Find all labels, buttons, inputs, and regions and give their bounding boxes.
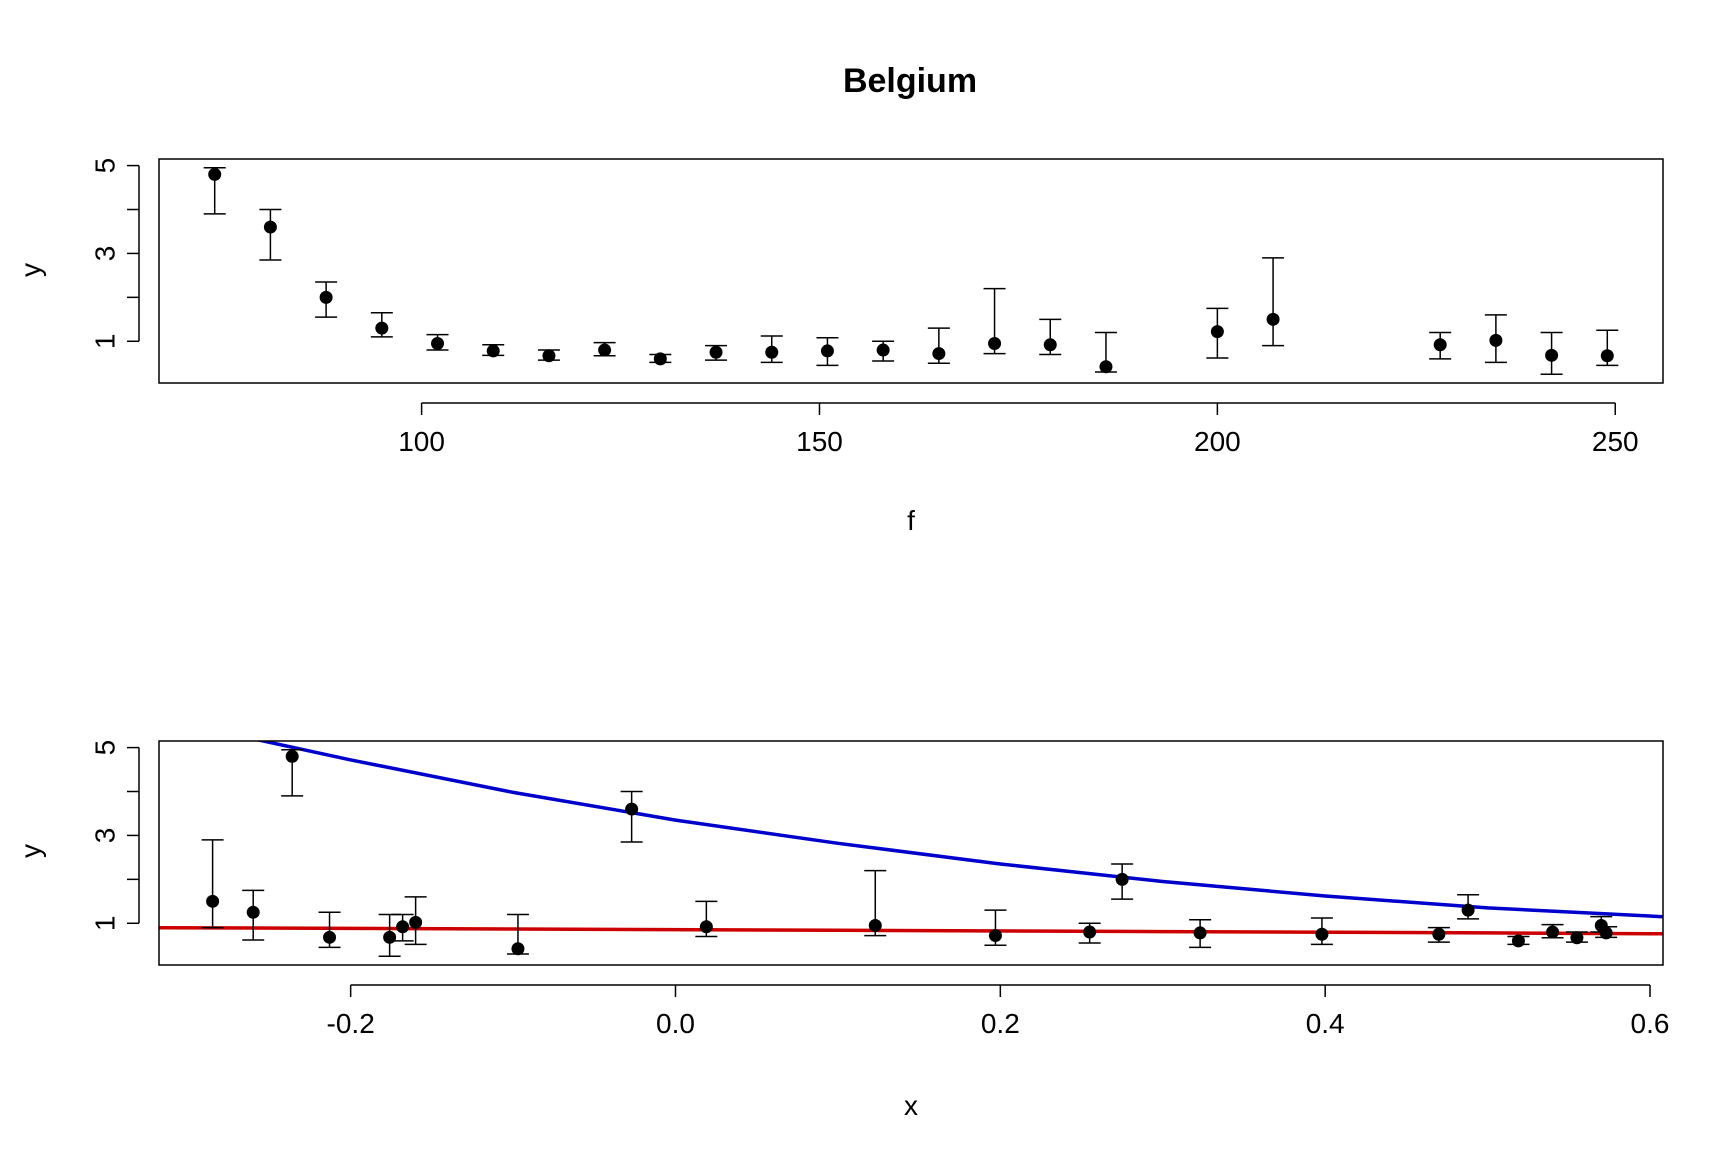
bottom-x-tick-label: -0.2 xyxy=(327,1008,375,1039)
bottom-x-tick-label: 0.4 xyxy=(1306,1008,1345,1039)
bottom-data-point xyxy=(511,942,525,956)
top-data-point xyxy=(542,349,556,363)
top-data-point xyxy=(765,345,779,359)
top-plot-box xyxy=(158,158,1664,384)
top-data-point xyxy=(486,344,500,358)
bottom-x-axis-label: x xyxy=(904,1090,918,1121)
bottom-fit-line-2 xyxy=(159,925,1663,936)
top-data-point xyxy=(709,345,723,359)
bottom-data-point xyxy=(246,905,260,919)
bottom-data-point xyxy=(1315,927,1329,941)
bottom-data-point xyxy=(383,930,397,944)
bottom-plot-box xyxy=(158,740,1664,966)
top-y-axis-label: y xyxy=(15,263,46,277)
top-data-point xyxy=(1266,312,1280,326)
top-y-tick-label: 5 xyxy=(90,158,121,174)
bottom-data-point xyxy=(988,929,1002,943)
bottom-x-tick-label: 0.0 xyxy=(656,1008,695,1039)
bottom-data-point xyxy=(868,918,882,932)
top-data-point xyxy=(431,336,445,350)
bottom-y-axis-label: y xyxy=(15,844,46,858)
top-data-point xyxy=(1433,338,1447,352)
top-x-tick-label: 200 xyxy=(1194,426,1241,457)
bottom-data-point xyxy=(1570,931,1584,945)
bottom-x-tick-label: 0.2 xyxy=(981,1008,1020,1039)
bottom-data-point xyxy=(1432,927,1446,941)
top-x-tick-label: 250 xyxy=(1592,426,1639,457)
bottom-data-point xyxy=(1546,925,1560,939)
bottom-data-point xyxy=(1083,925,1097,939)
bottom-fit-line-1 xyxy=(255,741,1663,919)
top-x-axis-label: f xyxy=(907,505,915,536)
top-data-point xyxy=(876,343,890,357)
top-data-point xyxy=(653,352,667,366)
top-data-point xyxy=(1489,333,1503,347)
bottom-data-point xyxy=(323,930,337,944)
top-data-point xyxy=(988,336,1002,350)
bottom-y-tick-label: 3 xyxy=(90,828,121,844)
bottom-x-axis: -0.2 0.0 0.2 0.4 0.6 xyxy=(327,984,1670,1039)
bottom-y-tick-label: 5 xyxy=(90,740,121,756)
top-data-point xyxy=(1545,348,1559,362)
top-data-point xyxy=(1099,360,1113,374)
bottom-data-point xyxy=(409,915,423,929)
bottom-data-point xyxy=(625,802,639,816)
bottom-data-point xyxy=(1193,926,1207,940)
bottom-data-point xyxy=(206,894,220,908)
bottom-data-point xyxy=(1511,934,1525,948)
bottom-data-point xyxy=(1115,872,1129,886)
top-data-point xyxy=(375,321,389,335)
top-y-tick-label: 1 xyxy=(90,333,121,349)
top-x-tick-label: 150 xyxy=(796,426,843,457)
top-data-point xyxy=(1600,349,1614,363)
top-data-point xyxy=(932,347,946,361)
top-x-tick-label: 100 xyxy=(398,426,445,457)
top-data-point xyxy=(263,220,277,234)
top-data-point xyxy=(319,290,333,304)
top-data-point xyxy=(1210,325,1224,339)
bottom-y-tick-label: 1 xyxy=(90,915,121,931)
bottom-y-axis: 1 3 5 xyxy=(90,740,140,931)
figure-title: Belgium xyxy=(843,62,977,100)
bottom-data-point xyxy=(699,920,713,934)
top-y-tick-label: 3 xyxy=(90,246,121,262)
top-data-point xyxy=(598,343,612,357)
bottom-x-tick-label: 0.6 xyxy=(1631,1008,1670,1039)
top-data-point xyxy=(208,167,222,181)
top-x-axis: 100 150 200 250 xyxy=(398,402,1639,457)
bottom-plot-area xyxy=(159,741,1663,957)
bottom-data-point xyxy=(1461,903,1475,917)
bottom-data-point xyxy=(1599,926,1613,940)
top-plot-area xyxy=(203,167,1619,375)
top-data-point xyxy=(1043,338,1057,352)
bottom-data-point xyxy=(396,920,410,934)
bottom-panel: -0.2 0.0 0.2 0.4 0.6 1 3 5 x y xyxy=(15,740,1670,1121)
top-y-axis: 1 3 5 xyxy=(90,158,140,349)
top-panel: 100 150 200 250 1 3 5 f y xyxy=(15,158,1664,536)
bottom-data-point xyxy=(285,749,299,763)
top-data-point xyxy=(820,344,834,358)
